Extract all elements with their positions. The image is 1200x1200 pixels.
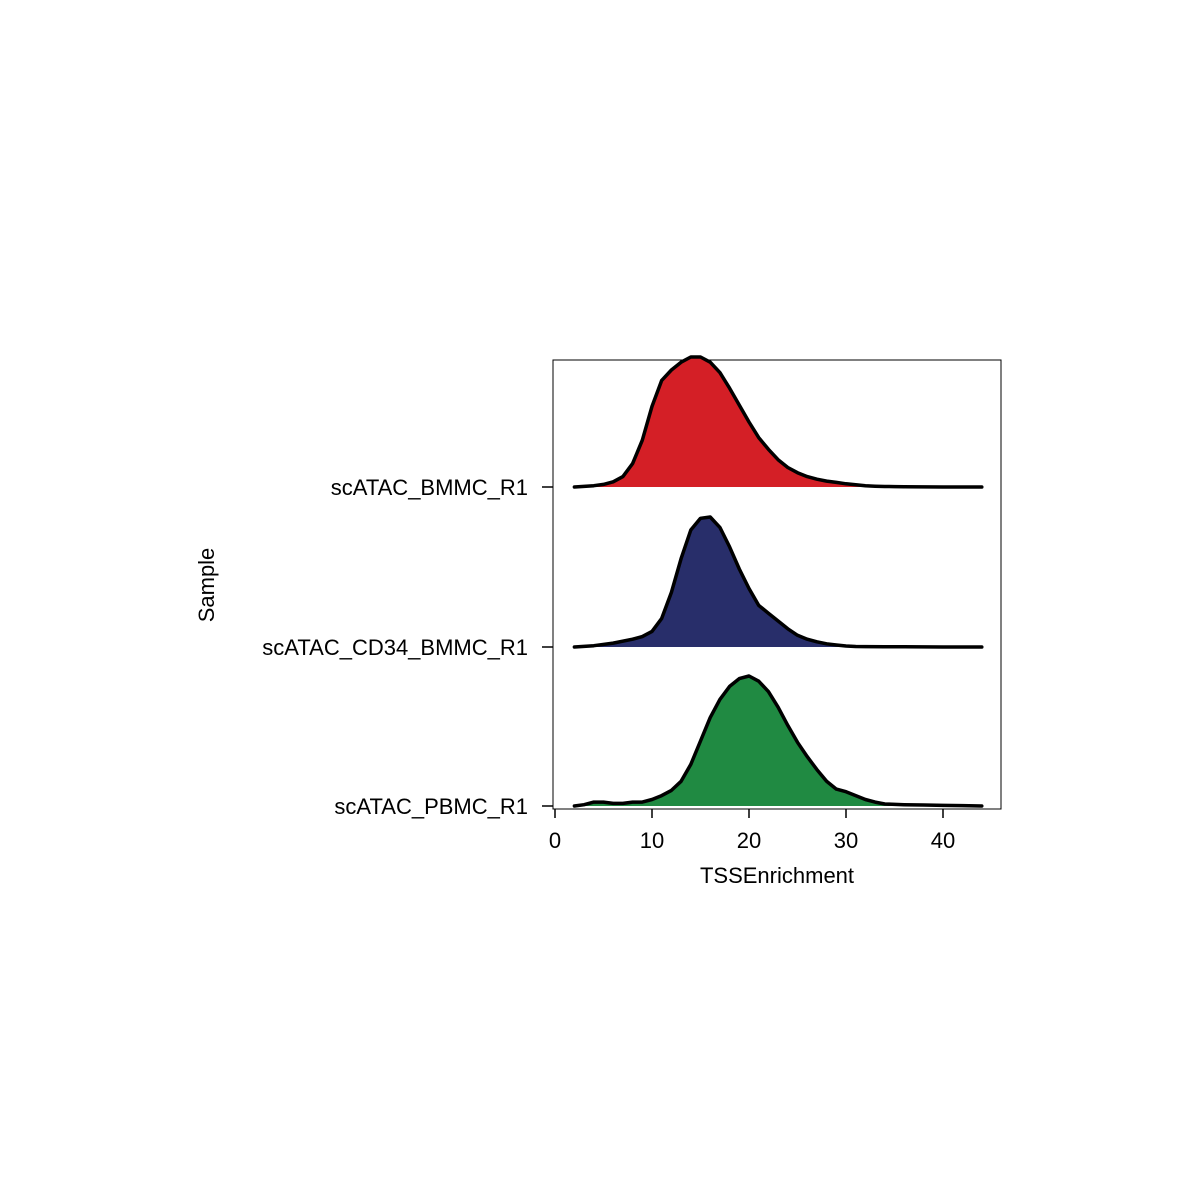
x-axis: 0 10 20 30 40 — [549, 808, 1001, 853]
x-tick-label-40: 40 — [931, 828, 955, 853]
y-axis: scATAC_BMMC_R1 scATAC_CD34_BMMC_R1 scATAC_… — [262, 475, 553, 819]
ridge-line-scatac-cd34-bmmc-r1 — [572, 515, 984, 649]
x-tick-label-30: 30 — [834, 828, 858, 853]
ridge-line-scatac-bmmc-r1 — [572, 355, 984, 489]
ridge-area-scatac-cd34-bmmc-r1 — [574, 517, 982, 647]
x-tick-label-10: 10 — [640, 828, 664, 853]
ridges — [572, 355, 984, 808]
y-axis-title: Sample — [194, 548, 219, 623]
x-tick-label-0: 0 — [549, 828, 561, 853]
ridge-area-scatac-pbmc-r1 — [574, 676, 982, 806]
ridge-line-scatac-pbmc-r1 — [572, 674, 984, 808]
ridge-area-scatac-bmmc-r1 — [574, 357, 982, 487]
y-tick-label-scatac-bmmc-r1: scATAC_BMMC_R1 — [331, 475, 528, 500]
y-tick-label-scatac-pbmc-r1: scATAC_PBMC_R1 — [334, 794, 528, 819]
y-tick-label-scatac-cd34-bmmc-r1: scATAC_CD34_BMMC_R1 — [262, 635, 528, 660]
x-axis-title: TSSEnrichment — [700, 863, 854, 888]
x-tick-label-20: 20 — [737, 828, 761, 853]
